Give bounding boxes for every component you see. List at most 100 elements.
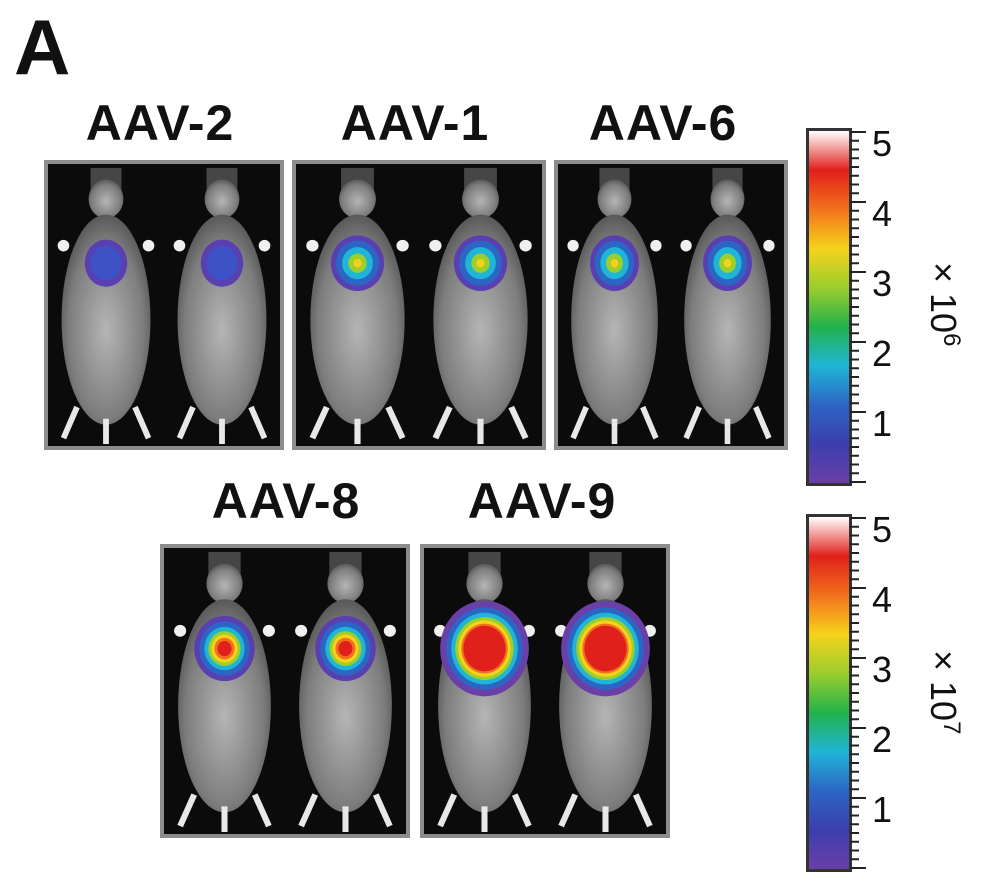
mouse-tail	[481, 806, 488, 833]
imaging-panel-aav9	[420, 544, 670, 838]
color-scale-bar-top	[806, 128, 852, 486]
mouse-leg	[508, 405, 529, 440]
luminescence-signal	[610, 258, 619, 268]
mouse-paw	[173, 239, 186, 252]
luminescence-signal	[206, 246, 238, 281]
mouse-leg	[309, 405, 330, 440]
luminescence-signal	[723, 258, 732, 268]
mouse-image	[434, 551, 656, 833]
mouse-head	[327, 563, 364, 604]
scale-bottom-tick-3: 3	[872, 649, 893, 690]
scale-top-tick-5: 5	[872, 123, 893, 164]
mouse-leg	[248, 405, 268, 440]
mouse-leg	[570, 405, 589, 440]
mouse-head	[587, 563, 624, 604]
mouse-leg	[632, 793, 653, 828]
mouse-leg	[251, 793, 272, 828]
luminescence-signal	[338, 640, 353, 657]
mouse-paw	[383, 624, 396, 637]
scale-bottom-tick-5: 5	[872, 509, 893, 550]
mouse-leg	[511, 793, 532, 828]
mouse-head	[88, 179, 124, 219]
scale-top-multiplier: × 106	[922, 262, 965, 346]
scale-top-exponent: 6	[938, 333, 965, 347]
mouse-paw	[142, 239, 155, 252]
mouse-paw	[763, 239, 775, 252]
mouse-leg	[385, 405, 406, 440]
mouse-head	[710, 179, 745, 219]
scale-bottom-tick-2: 2	[872, 719, 893, 760]
mouse-tail	[221, 806, 228, 833]
mouse-tail	[219, 418, 225, 445]
panel-letter: A	[14, 3, 71, 91]
mouse-paw	[396, 239, 409, 252]
mouse-paw	[174, 624, 187, 637]
mouse-tail	[477, 418, 484, 445]
mouse-tail	[354, 418, 361, 445]
mouse-paw	[262, 624, 275, 637]
scale-top-tick-4: 4	[872, 193, 893, 234]
mouse-image	[57, 167, 271, 445]
mouse-head	[206, 563, 243, 604]
luminescence-signal	[476, 258, 485, 268]
scale-top-tick-3: 3	[872, 263, 893, 304]
imaging-panel-aav6	[554, 160, 788, 450]
mouse-tail	[724, 418, 731, 445]
mouse-leg	[683, 405, 702, 440]
imaging-panel-aav1	[292, 160, 546, 450]
mouse-paw	[519, 239, 532, 252]
mouse-leg	[132, 405, 152, 440]
mouse-leg	[432, 405, 453, 440]
color-scale-ticks-bottom	[850, 517, 866, 869]
color-scale-bar-bottom	[806, 514, 852, 872]
mouse-paw	[680, 239, 692, 252]
mouse-paw	[258, 239, 271, 252]
luminescence-signal	[584, 625, 627, 672]
mouse-leg	[640, 405, 659, 440]
mouse-leg	[437, 793, 458, 828]
scale-bottom-exponent: 7	[938, 721, 965, 735]
mouse-leg	[60, 405, 80, 440]
mouse-leg	[558, 793, 579, 828]
mouse-image	[174, 551, 396, 833]
mouse-paw	[429, 239, 442, 252]
mouse-tail	[611, 418, 618, 445]
mouse-tail	[602, 806, 609, 833]
mouse-leg	[372, 793, 393, 828]
scale-top-tick-1: 1	[872, 403, 893, 444]
mouse-body	[177, 214, 267, 425]
mouse-paw	[567, 239, 579, 252]
mouse-paw	[295, 624, 308, 637]
mouse-leg	[753, 405, 772, 440]
mouse-head	[339, 179, 376, 219]
mouse-leg	[176, 405, 196, 440]
group-label-aav8: AAV-8	[211, 473, 361, 529]
imaging-panel-aav2	[44, 160, 284, 450]
mouse-paw	[306, 239, 319, 252]
scale-bottom-multiplier-text: × 10	[923, 650, 964, 722]
luminescence-signal	[217, 640, 232, 657]
mouse-paw	[57, 239, 70, 252]
mouse-leg	[177, 793, 198, 828]
luminescence-signal	[353, 258, 362, 268]
mouse-tail	[342, 806, 349, 833]
mouse-head	[204, 179, 240, 219]
mouse-leg	[298, 793, 319, 828]
mouse-head	[597, 179, 632, 219]
group-label-aav1: AAV-1	[340, 95, 490, 151]
luminescence-signal	[90, 246, 122, 281]
luminescence-signal	[463, 625, 506, 672]
mouse-image	[306, 167, 532, 445]
mouse-image	[567, 167, 775, 445]
scale-top-multiplier-text: × 10	[923, 262, 964, 334]
scale-bottom-tick-4: 4	[872, 579, 893, 620]
color-scale-ticks-top	[850, 131, 866, 483]
group-label-aav2: AAV-2	[85, 95, 235, 151]
scale-bottom-tick-1: 1	[872, 789, 893, 830]
mouse-head	[462, 179, 499, 219]
scale-top-tick-2: 2	[872, 333, 893, 374]
mouse-body	[61, 214, 151, 425]
group-label-aav9: AAV-9	[467, 473, 617, 529]
imaging-panel-aav8	[160, 544, 410, 838]
mouse-tail	[103, 418, 109, 445]
